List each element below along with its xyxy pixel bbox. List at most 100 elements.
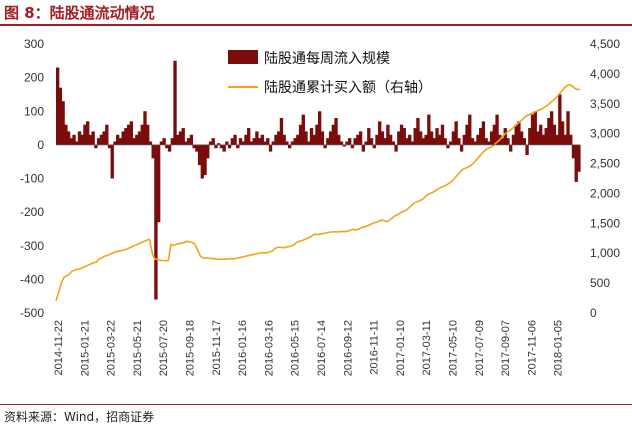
flow-bar xyxy=(206,144,210,159)
x-tick-label: 2016-03-16 xyxy=(263,320,275,376)
flow-bar xyxy=(468,114,472,145)
flow-bar xyxy=(364,141,368,145)
flow-bar xyxy=(397,131,401,145)
flow-bar xyxy=(539,124,543,145)
flow-bar xyxy=(528,128,532,145)
flow-bar xyxy=(465,124,469,145)
x-tick-label: 2017-09-07 xyxy=(500,320,512,376)
flow-bar xyxy=(80,134,84,145)
flow-bar xyxy=(560,121,565,145)
flow-bar xyxy=(481,121,486,145)
flow-bar xyxy=(449,141,453,145)
flow-bar xyxy=(121,131,125,145)
flow-bar xyxy=(307,141,311,145)
flow-bar xyxy=(165,144,169,149)
flow-bar xyxy=(61,101,65,145)
flow-bar xyxy=(178,131,183,145)
flow-bar xyxy=(88,134,93,145)
flow-bar xyxy=(135,134,139,145)
flow-bar xyxy=(170,138,174,145)
flow-bar xyxy=(446,144,450,149)
x-tick-label: 2017-07-09 xyxy=(474,320,486,376)
flow-bar xyxy=(137,131,142,145)
flow-bar xyxy=(257,138,262,145)
right-tick-label: 4,500 xyxy=(590,37,620,51)
flow-bar xyxy=(189,134,194,145)
flow-bar xyxy=(569,134,573,145)
flow-bar xyxy=(118,138,123,145)
right-tick-label: 3,000 xyxy=(590,127,620,141)
flow-bar xyxy=(331,124,335,145)
flow-bar xyxy=(132,138,136,145)
flow-bar xyxy=(195,144,199,152)
flow-bar xyxy=(533,111,537,145)
x-tick-label: 2015-01-21 xyxy=(79,320,91,376)
left-tick-label: -200 xyxy=(20,205,44,219)
flow-bar xyxy=(296,134,300,145)
flow-bar xyxy=(530,114,535,145)
flow-bar xyxy=(427,114,431,145)
flow-bar xyxy=(405,138,409,145)
flow-bar xyxy=(547,117,551,145)
x-tick-label: 2017-01-10 xyxy=(395,320,407,376)
flow-bar xyxy=(323,144,327,149)
flow-bar xyxy=(429,131,434,145)
flow-bar xyxy=(266,138,270,145)
flow-bar xyxy=(418,131,423,145)
right-tick-label: 0 xyxy=(590,306,597,320)
flow-bar xyxy=(94,144,98,149)
flow-bar xyxy=(544,128,548,145)
flow-bar xyxy=(552,124,557,145)
flow-bar xyxy=(287,144,292,149)
flow-bar xyxy=(462,134,466,145)
flow-bar xyxy=(154,144,158,300)
flow-bar xyxy=(503,128,507,145)
x-tick-label: 2016-05-15 xyxy=(290,320,302,376)
flow-bar xyxy=(99,134,103,145)
flow-bar xyxy=(64,124,68,145)
flow-bar xyxy=(334,117,338,145)
flow-bar xyxy=(506,138,510,145)
flow-bar xyxy=(484,138,488,145)
right-tick-label: 4,000 xyxy=(590,67,620,81)
legend: 陆股通每周流入规模 陆股通累计买入额（右轴） xyxy=(228,50,432,96)
x-tick-label: 2016-11-11 xyxy=(369,320,381,375)
flow-bar xyxy=(91,131,95,145)
x-tick-label: 2015-07-20 xyxy=(158,320,170,376)
flow-bar xyxy=(525,144,529,155)
flow-bar xyxy=(492,124,496,145)
flow-bar xyxy=(386,124,390,145)
left-tick-label: -500 xyxy=(20,306,44,320)
x-tick-label: 2015-09-18 xyxy=(185,320,197,376)
flow-bar xyxy=(549,111,554,145)
flow-bar xyxy=(260,134,265,145)
flow-bar xyxy=(353,138,357,145)
flow-bar xyxy=(124,128,128,145)
flow-bar xyxy=(96,138,101,145)
flow-bar xyxy=(75,141,79,145)
flow-bar xyxy=(208,141,213,145)
flow-bar xyxy=(66,131,71,145)
flow-bar xyxy=(320,131,325,145)
flow-bar xyxy=(271,141,275,145)
right-tick-label: 1,500 xyxy=(590,216,620,230)
flow-bar xyxy=(140,124,144,145)
flow-bar xyxy=(345,141,349,145)
left-tick-label: -400 xyxy=(20,272,44,286)
flow-bar xyxy=(536,131,540,145)
flow-bar xyxy=(380,131,385,145)
x-tick-label: 2017-03-11 xyxy=(421,320,433,375)
flow-bar xyxy=(225,141,229,145)
flow-bar xyxy=(451,131,456,145)
flow-bar xyxy=(495,114,499,145)
flow-bar xyxy=(203,144,207,176)
flow-bar xyxy=(315,124,319,145)
flow-bar xyxy=(110,144,114,179)
flow-bar xyxy=(383,138,387,145)
bars-layer xyxy=(56,60,581,300)
flow-bar xyxy=(457,138,461,145)
flow-bar xyxy=(241,141,245,145)
flow-bar xyxy=(509,144,513,152)
flow-bar xyxy=(421,138,426,145)
flow-bar xyxy=(361,144,365,152)
